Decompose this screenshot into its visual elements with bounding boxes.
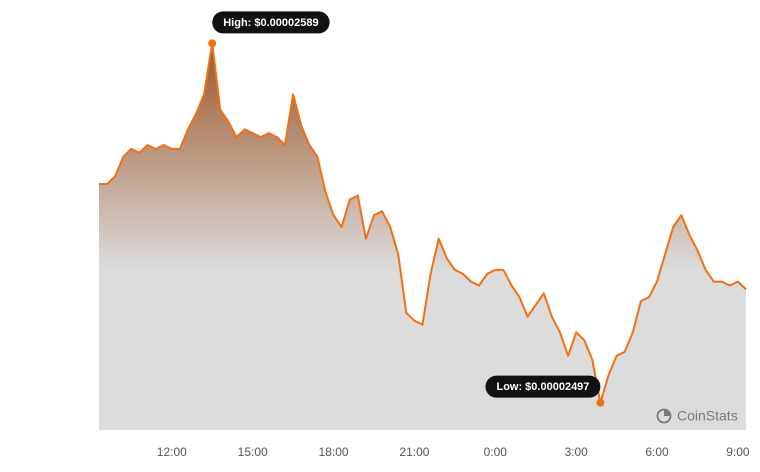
annotation: High: $0.00002589	[212, 11, 330, 34]
watermark: CoinStats	[656, 408, 738, 424]
x-tick-label: 6:00	[645, 445, 669, 459]
x-tick-label: 3:00	[564, 445, 588, 459]
x-tick-label: 0:00	[484, 445, 508, 459]
annotation-label: High: $0.00002589	[223, 17, 318, 29]
watermark-icon-slice	[664, 409, 671, 416]
area	[99, 43, 746, 431]
line	[99, 42, 747, 404]
annotation-pill	[212, 11, 330, 34]
x-tick-label: 15:00	[238, 445, 268, 459]
annotation-label: Low: $0.00002497	[496, 381, 589, 393]
x-tick-label: 9:00	[726, 445, 750, 459]
annotation-pill	[485, 375, 601, 398]
x-tick-label: 12:00	[157, 445, 187, 459]
extreme-point	[596, 398, 605, 407]
extreme-point	[208, 39, 217, 48]
annotation: Low: $0.00002497	[485, 375, 601, 398]
x-tick-label: 18:00	[319, 445, 349, 459]
x-tick-label: 21:00	[399, 445, 429, 459]
watermark-text: CoinStats	[677, 408, 738, 424]
